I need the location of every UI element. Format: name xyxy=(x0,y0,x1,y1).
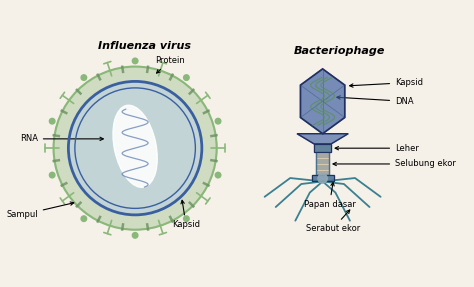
Bar xyxy=(311,175,334,181)
Circle shape xyxy=(49,119,55,124)
Text: Protein: Protein xyxy=(155,56,185,73)
Circle shape xyxy=(54,67,217,230)
Text: DNA: DNA xyxy=(337,96,414,106)
Bar xyxy=(316,152,329,175)
Polygon shape xyxy=(301,69,345,134)
Circle shape xyxy=(68,82,202,215)
Text: Bacteriophage: Bacteriophage xyxy=(294,46,385,56)
Circle shape xyxy=(318,174,328,183)
Circle shape xyxy=(132,232,138,238)
Circle shape xyxy=(215,172,221,178)
Polygon shape xyxy=(297,134,348,144)
Text: Kapsid: Kapsid xyxy=(172,200,200,229)
Circle shape xyxy=(132,58,138,64)
Circle shape xyxy=(49,172,55,178)
Text: Leher: Leher xyxy=(335,144,419,153)
Bar xyxy=(316,152,329,175)
Circle shape xyxy=(81,75,87,80)
Text: Papan dasar: Papan dasar xyxy=(303,183,356,209)
Circle shape xyxy=(183,216,189,222)
Text: Influenza virus: Influenza virus xyxy=(98,41,191,51)
Circle shape xyxy=(215,119,221,124)
Text: Selubung ekor: Selubung ekor xyxy=(333,160,456,168)
Circle shape xyxy=(183,75,189,80)
Text: Kapsid: Kapsid xyxy=(350,78,423,87)
Text: Serabut ekor: Serabut ekor xyxy=(306,210,360,233)
Text: Sampul: Sampul xyxy=(6,202,74,219)
Bar xyxy=(314,144,331,152)
Bar xyxy=(314,144,331,152)
Bar xyxy=(311,175,334,181)
Ellipse shape xyxy=(113,105,157,187)
Text: RNA: RNA xyxy=(20,134,103,144)
Circle shape xyxy=(81,216,87,222)
